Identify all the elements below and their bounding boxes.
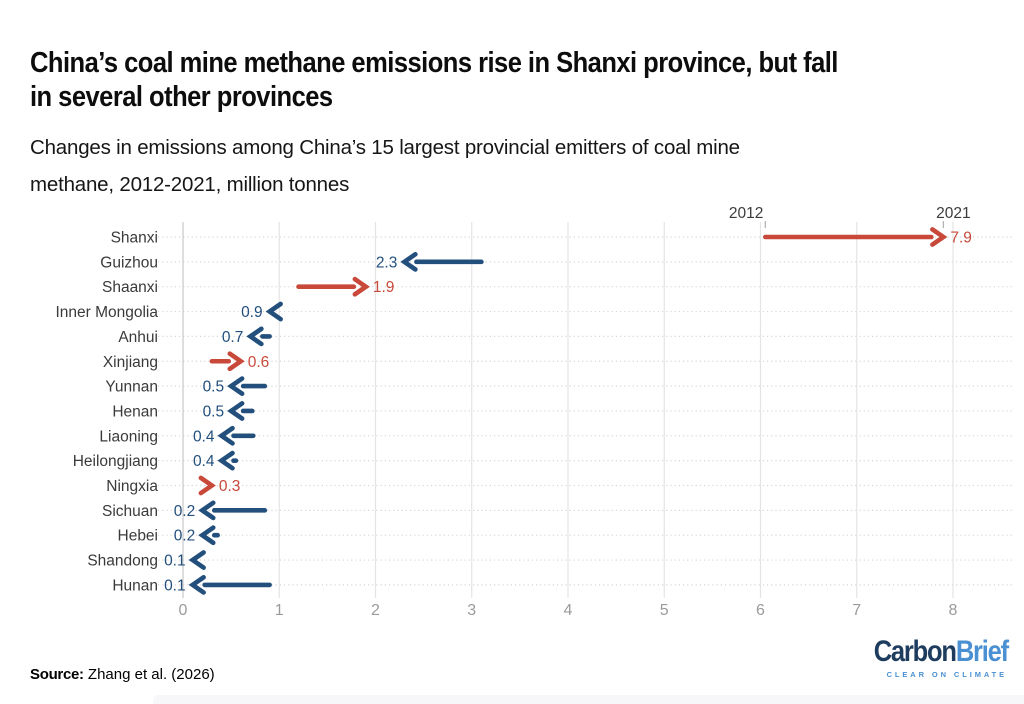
province-label: Guizhou [100,254,158,271]
arrow-head [227,351,245,372]
province-label: Hebei [118,528,159,545]
arrow-head [930,227,948,247]
row-hebei: Hebei 0.2 [118,525,220,546]
row-heilongjiang: Heilongjiang 0.4 [73,450,239,471]
value-label: 0.1 [164,577,186,594]
row-inner-mongolia: Inner Mongolia 0.9 [55,301,283,322]
year-label-end: 2021 [936,205,970,222]
bottom-strip [153,695,1024,704]
value-label: 0.2 [174,503,196,520]
arrow-head [188,575,206,595]
arrow-head [217,450,235,471]
source-label: Source: [30,666,84,683]
arrow-head [265,301,283,322]
x-axis-tick-label: 3 [467,602,476,619]
province-label: Yunnan [105,379,158,396]
arrow-head [352,276,370,297]
province-label: Ningxia [106,478,158,495]
row-guizhou: Guizhou 2.3 [100,251,484,272]
province-label: Sichuan [102,503,158,520]
x-axis-tick-label: 5 [660,602,669,619]
province-label: Henan [112,403,158,420]
province-label: Liaoning [99,428,158,445]
province-label: Xinjiang [103,354,158,371]
emissions-arrow-chart: 0 1 2 3 4 5 6 7 8 2012 2021 Shanxi 7.9 Guizhou 2.3 Shaa… [55,205,1012,619]
value-label: 0.7 [222,329,244,346]
arrow-head [198,475,216,496]
row-anhui: Anhui 0.7 [118,326,272,347]
row-shanxi: Shanxi 7.9 [111,227,972,247]
arrow-head [198,525,216,546]
arrow-head [188,550,206,570]
row-henan: Henan 0.5 [112,401,255,421]
logo-word-carbon: Carbon [873,635,957,668]
value-label: 0.4 [193,453,215,470]
value-label: 0.2 [174,528,196,545]
carbonbrief-logo: CarbonBrief CLEAR ON CLIMATE [850,635,1009,680]
x-axis-tick-label: 1 [275,602,284,619]
source-text: Zhang et al. (2026) [83,666,215,683]
x-axis-tick-label: 0 [179,602,188,619]
value-label: 2.3 [376,254,398,271]
x-axis-tick-label: 8 [949,602,958,619]
row-hunan: Hunan 0.1 [112,575,272,595]
row-sichuan: Sichuan 0.2 [102,500,268,521]
row-shaanxi: Shaanxi 1.9 [102,276,395,297]
value-label: 0.3 [219,478,241,495]
value-label: 0.5 [203,403,225,420]
value-label: 7.9 [950,230,972,247]
province-label: Heilongjiang [73,453,158,470]
province-label: Shanxi [111,230,158,247]
arrow-head [227,401,245,421]
value-label: 0.4 [193,428,215,445]
x-axis-tick-label: 2 [371,602,380,619]
arrow-head [227,376,245,396]
value-label: 0.1 [164,553,186,570]
arrow-head [198,500,216,521]
arrow-head [400,251,418,272]
row-liaoning: Liaoning 0.4 [99,425,256,446]
province-label: Inner Mongolia [55,304,158,321]
value-label: 0.6 [248,354,270,371]
logo-word-brief: Brief [955,635,1009,668]
row-shandong: Shandong 0.1 [87,550,206,570]
value-label: 1.9 [373,279,395,296]
carbonbrief-logo-text: CarbonBrief [873,635,1009,668]
chart-subtitle: Changes in emissions among China’s 15 la… [30,135,740,196]
value-label: 0.5 [203,379,225,396]
value-label: 0.9 [241,304,263,321]
x-axis-tick-label: 6 [756,602,765,619]
x-axis-tick-label: 7 [852,602,861,619]
row-yunnan: Yunnan 0.5 [105,376,268,396]
row-ningxia: Ningxia 0.3 [106,475,241,496]
page-title: China’s coal mine methane emissions rise… [30,47,838,114]
arrow-head [246,326,264,347]
source-note: Source: Zhang et al. (2026) [30,666,215,683]
province-label: Shaanxi [102,279,158,296]
arrow-head [217,425,235,446]
logo-tagline: CLEAR ON CLIMATE [886,670,1007,679]
province-label: Hunan [112,577,158,594]
x-axis-tick-label: 4 [564,602,573,619]
province-label: Shandong [87,553,158,570]
province-label: Anhui [118,329,158,346]
row-xinjiang: Xinjiang 0.6 [103,351,270,372]
year-label-start: 2012 [729,205,763,222]
